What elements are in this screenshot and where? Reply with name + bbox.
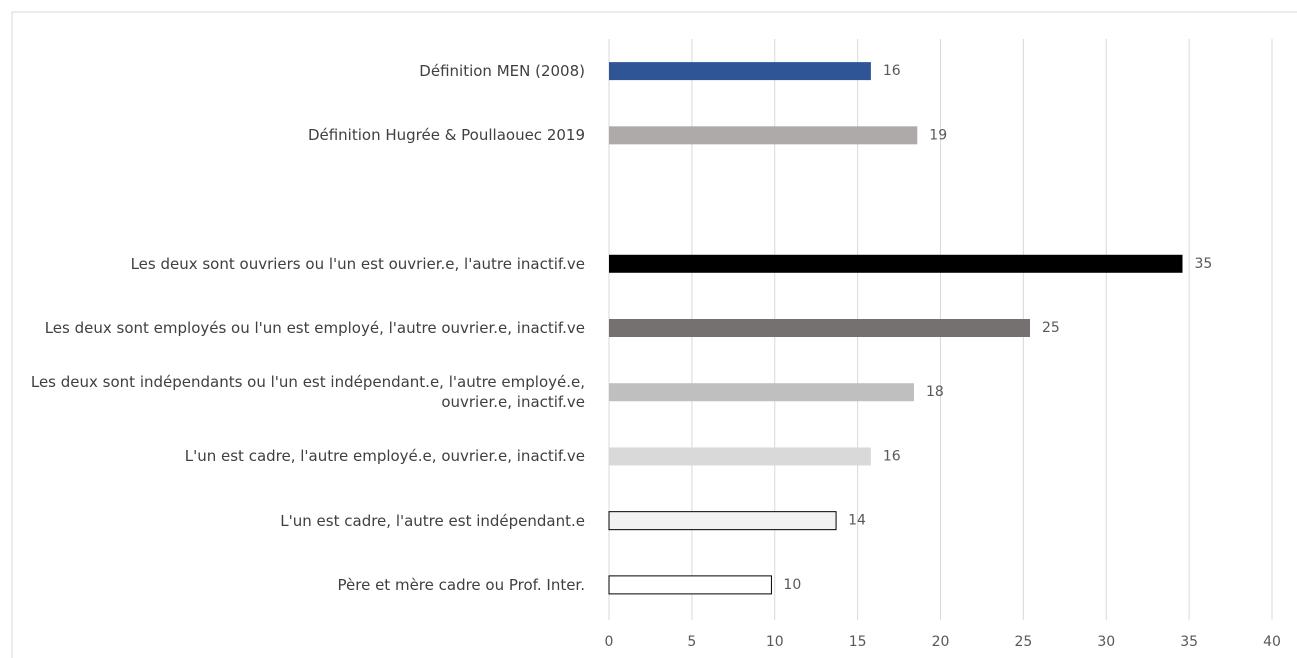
value-label: 35 (1194, 256, 1212, 272)
y-tick-label: L'un est cadre, l'autre employé.e, ouvri… (184, 447, 585, 466)
x-tick-label: 35 (1180, 634, 1198, 650)
x-tick-label: 40 (1263, 634, 1281, 650)
value-label: 19 (929, 127, 947, 143)
x-tick-label: 10 (766, 634, 784, 650)
y-tick-label: Les deux sont indépendants ou l'un est i… (30, 373, 585, 412)
value-label: 16 (883, 63, 901, 79)
chart-frame (11, 11, 1297, 658)
value-label: 16 (883, 448, 901, 464)
y-tick-label: Les deux sont employés ou l'un est emplo… (44, 319, 585, 337)
bar (608, 575, 772, 595)
y-tick-label: Les deux sont ouvriers ou l'un est ouvri… (130, 254, 585, 273)
x-tick-label: 0 (605, 634, 614, 650)
value-label: 10 (783, 577, 801, 593)
bar (609, 254, 1183, 273)
x-tick-label: 5 (687, 634, 696, 650)
bar (609, 447, 871, 466)
bar (609, 62, 871, 81)
x-tick-label: 30 (1097, 634, 1115, 650)
bar (609, 383, 914, 402)
value-label: 25 (1042, 320, 1060, 336)
bar (609, 319, 1031, 337)
bar (609, 126, 918, 145)
y-tick-label: Définition Hugrée & Poullaouec 2019 (307, 126, 585, 145)
value-label: 18 (926, 384, 944, 400)
x-tick-label: 25 (1014, 634, 1032, 650)
y-tick-label: L'un est cadre, l'autre est indépendant.… (280, 511, 585, 530)
y-tick-label: Père et mère cadre ou Prof. Inter. (337, 575, 586, 594)
y-tick-label: Définition MEN (2008) (419, 62, 585, 81)
x-tick-label: 15 (849, 634, 867, 650)
bar (608, 511, 837, 531)
x-tick-label: 20 (932, 634, 950, 650)
value-label: 14 (848, 513, 866, 529)
